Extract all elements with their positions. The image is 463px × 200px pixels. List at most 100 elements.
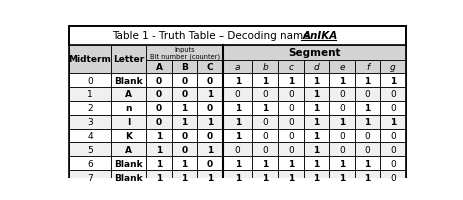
Text: 0: 0	[263, 90, 268, 99]
Bar	[197, 129, 223, 143]
Text: 1: 1	[339, 76, 345, 85]
Text: 0: 0	[339, 131, 345, 140]
Text: 1: 1	[313, 173, 319, 182]
Bar	[380, 157, 406, 170]
Bar	[304, 74, 329, 88]
Text: 0: 0	[156, 104, 162, 113]
Text: 0: 0	[263, 118, 268, 127]
Bar	[197, 157, 223, 170]
Bar	[146, 45, 223, 61]
Text: e: e	[339, 63, 344, 72]
Text: 1: 1	[235, 131, 241, 140]
Text: 4: 4	[87, 131, 93, 140]
Bar	[304, 88, 329, 101]
Text: 0: 0	[235, 145, 241, 154]
Bar	[329, 115, 355, 129]
Text: 0: 0	[339, 90, 345, 99]
Bar	[197, 88, 223, 101]
Text: 1: 1	[181, 118, 188, 127]
Text: Letter: Letter	[113, 55, 144, 64]
Text: 0: 0	[390, 173, 396, 182]
Bar	[223, 129, 252, 143]
Text: 1: 1	[235, 104, 241, 113]
Bar	[304, 129, 329, 143]
Bar	[69, 115, 111, 129]
Text: 0: 0	[390, 104, 396, 113]
Text: C: C	[207, 63, 213, 72]
Bar	[223, 74, 252, 88]
Bar	[329, 157, 355, 170]
Bar	[355, 170, 380, 184]
Text: 1: 1	[288, 76, 294, 85]
Text: 0: 0	[87, 76, 93, 85]
Text: 1: 1	[262, 76, 269, 85]
Text: 1: 1	[313, 90, 319, 99]
Text: AnIKA: AnIKA	[303, 31, 338, 41]
Bar	[223, 61, 252, 74]
Text: 1: 1	[235, 118, 241, 127]
Bar	[252, 115, 278, 129]
Bar	[278, 61, 304, 74]
Bar	[329, 61, 355, 74]
Text: 0: 0	[207, 104, 213, 113]
Text: 0: 0	[390, 145, 396, 154]
Text: Blank: Blank	[114, 173, 143, 182]
Bar	[197, 170, 223, 184]
Text: I: I	[127, 118, 131, 127]
Text: 1: 1	[390, 76, 396, 85]
Bar	[380, 61, 406, 74]
Bar	[146, 88, 172, 101]
Text: 1: 1	[181, 104, 188, 113]
Text: 1: 1	[364, 159, 370, 168]
Bar	[172, 143, 197, 157]
Text: d: d	[313, 63, 319, 72]
Text: 1: 1	[207, 118, 213, 127]
Bar	[252, 74, 278, 88]
Bar	[355, 157, 380, 170]
Bar	[252, 157, 278, 170]
Bar	[111, 115, 146, 129]
Text: 1: 1	[181, 173, 188, 182]
Text: 1: 1	[339, 159, 345, 168]
Bar	[380, 129, 406, 143]
Bar	[111, 143, 146, 157]
Text: 2: 2	[87, 104, 93, 113]
Text: 1: 1	[313, 104, 319, 113]
Bar	[197, 61, 223, 74]
Text: 1: 1	[313, 159, 319, 168]
Bar	[278, 157, 304, 170]
Text: 1: 1	[364, 173, 370, 182]
Bar	[69, 170, 111, 184]
Bar	[355, 61, 380, 74]
Bar	[223, 101, 252, 115]
Bar	[172, 129, 197, 143]
Text: Inputs
Bit number (counter): Inputs Bit number (counter)	[150, 46, 219, 60]
Bar	[111, 129, 146, 143]
Bar	[172, 170, 197, 184]
Bar	[380, 88, 406, 101]
Bar	[172, 115, 197, 129]
Bar	[69, 74, 111, 88]
Text: 1: 1	[207, 173, 213, 182]
Bar	[69, 143, 111, 157]
Bar	[223, 88, 252, 101]
Bar	[380, 115, 406, 129]
Bar	[146, 74, 172, 88]
Text: b: b	[263, 63, 268, 72]
Text: 1: 1	[235, 173, 241, 182]
Bar	[146, 61, 172, 74]
Bar	[146, 101, 172, 115]
Text: 1: 1	[313, 145, 319, 154]
Text: g: g	[390, 63, 396, 72]
Bar	[329, 74, 355, 88]
Text: 1: 1	[156, 131, 162, 140]
Text: 1: 1	[262, 104, 269, 113]
Bar	[69, 101, 111, 115]
Text: 0: 0	[288, 104, 294, 113]
Bar	[223, 143, 252, 157]
Text: 0: 0	[181, 131, 188, 140]
Text: Table 1 - Truth Table – Decoding name: Table 1 - Truth Table – Decoding name	[112, 31, 309, 41]
Text: 0: 0	[181, 76, 188, 85]
Text: 0: 0	[288, 131, 294, 140]
Text: 1: 1	[207, 90, 213, 99]
